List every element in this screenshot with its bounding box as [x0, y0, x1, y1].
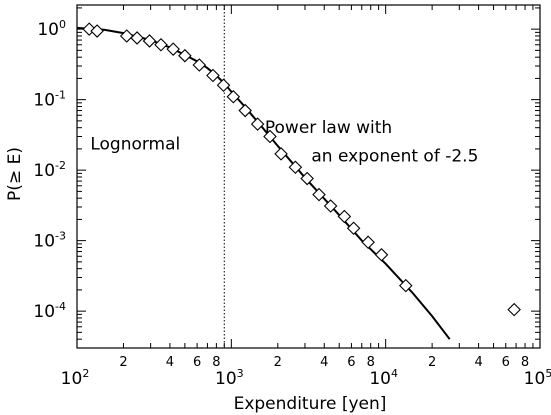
x-tick-label: 102: [61, 367, 90, 389]
x-minor-tick-label: 8: [521, 355, 529, 370]
x-minor-tick-label: 4: [166, 355, 174, 370]
x-minor-tick-label: 2: [119, 355, 127, 370]
x-minor-tick-label: 8: [367, 355, 375, 370]
data-point: [192, 58, 207, 72]
x-minor-tick-label: 2: [428, 355, 436, 370]
x-minor-tick-label: 2: [274, 355, 282, 370]
x-tick-label: 103: [215, 367, 244, 389]
x-minor-tick-label: 8: [212, 355, 220, 370]
data-point: [361, 235, 375, 249]
x-minor-tick-label: 4: [474, 355, 482, 370]
data-point: [274, 147, 288, 161]
data-point: [337, 209, 352, 224]
data-point: [323, 199, 338, 213]
data-point: [226, 89, 241, 104]
data-point: [250, 117, 265, 131]
y-tick-label: 10-4: [33, 300, 66, 322]
annotation-lognormal: Lognormal: [90, 135, 180, 155]
x-minor-tick-label: 6: [502, 355, 510, 370]
data-point: [238, 103, 252, 118]
data-point: [90, 24, 104, 38]
data-point: [346, 221, 361, 236]
data-point: [300, 171, 314, 186]
x-minor-tick-label: 6: [193, 355, 201, 370]
x-tick-label: 104: [369, 367, 398, 389]
y-tick-label: 10-2: [33, 159, 66, 181]
fit-line: [76, 26, 451, 340]
y-tick-label: 10-3: [33, 230, 66, 252]
data-point: [374, 248, 389, 262]
y-tick-label: 10-1: [33, 89, 66, 111]
data-point: [288, 160, 303, 174]
data-point: [312, 187, 326, 202]
data-point: [154, 38, 168, 52]
data-point: [166, 42, 180, 56]
annotations: Lognormal Power law with an exponent of -2…: [90, 118, 478, 166]
data-point: [507, 302, 521, 317]
data-point: [119, 29, 134, 43]
data-point: [216, 78, 231, 93]
y-tick-label: 100: [37, 18, 66, 40]
data-point: [130, 31, 144, 45]
annotation-powerlaw2: an exponent of -2.5: [311, 146, 478, 166]
data-points: [82, 22, 521, 317]
data-point: [399, 278, 413, 293]
y-axis-label: P(≥ E): [5, 147, 25, 201]
data-point: [206, 68, 220, 83]
data-point: [178, 48, 192, 63]
x-axis-label: Expenditure [yen]: [234, 394, 387, 414]
axis-ticks: [76, 5, 541, 349]
x-minor-tick-label: 6: [347, 355, 355, 370]
x-tick-label: 105: [524, 367, 551, 389]
data-point: [263, 129, 277, 144]
data-point: [142, 34, 157, 48]
x-minor-tick-label: 4: [320, 355, 328, 370]
annotation-powerlaw1: Power law with: [265, 118, 392, 138]
